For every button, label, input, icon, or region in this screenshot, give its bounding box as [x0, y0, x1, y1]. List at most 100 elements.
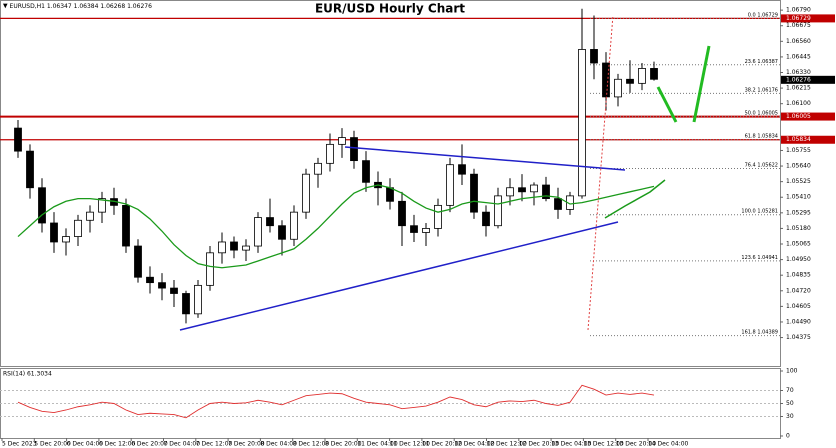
fib-label: 100.0 1.05281 — [741, 208, 778, 214]
candle-body — [326, 143, 334, 164]
symbol: EURUSD,H1 — [10, 3, 46, 10]
fib-ratio: 76.4 — [745, 162, 756, 168]
candle-body — [554, 198, 562, 210]
candle-body — [290, 211, 298, 240]
fib-price: 1.06176 — [757, 87, 778, 93]
x-tick-label: 12 Dec 20:00 — [519, 441, 560, 448]
x-tick-label: 8 Dec 04:00 — [260, 441, 297, 448]
fib-price: 1.06729 — [757, 12, 778, 18]
x-tick-label: 11 Dec 04:00 — [357, 441, 398, 448]
candle-body — [14, 127, 22, 152]
fib-ratio: 0.0 — [748, 12, 756, 18]
x-tick-label: 8 Dec 20:00 — [325, 441, 362, 448]
candle-body — [302, 173, 310, 213]
candle-body — [38, 187, 46, 224]
y-tick-label: 1.04950 — [786, 256, 811, 263]
candle-body — [194, 284, 202, 315]
candle-body — [266, 217, 274, 227]
candle-body — [338, 137, 346, 145]
rsi-label: RSI(14) 61.3034 — [3, 371, 52, 378]
fib-label: 0.0 1.06729 — [748, 12, 778, 18]
chart-title: EUR/USD Hourly Chart — [315, 2, 465, 16]
fib-ratio: 61.8 — [745, 133, 756, 139]
y-tick-label: 1.05295 — [786, 209, 811, 216]
arrow — [692, 45, 711, 123]
fib-ratio: 50.0 — [745, 110, 756, 116]
fib-ratio: 38.2 — [745, 87, 756, 93]
candle-body — [314, 162, 322, 175]
candle-body — [170, 287, 178, 294]
y-tick-label: 1.06330 — [786, 69, 811, 76]
candle-body — [482, 211, 490, 227]
candle-body — [62, 236, 70, 243]
x-tick-label: 7 Dec 12:00 — [196, 441, 233, 448]
x-tick-label: 12 Dec 04:00 — [454, 441, 495, 448]
candle-body — [650, 68, 658, 80]
fib-ratio: 161.8 — [741, 329, 755, 335]
fib-label: 38.2 1.06176 — [745, 87, 778, 93]
y-tick-label: 1.06100 — [786, 100, 811, 107]
candle-body — [242, 245, 250, 251]
y-tick-label: 1.05410 — [786, 194, 811, 201]
candle-body — [410, 225, 418, 233]
y-tick-label: 1.06445 — [786, 53, 811, 60]
y-tick-label: 1.06560 — [786, 38, 811, 45]
x-tick-label: 7 Dec 20:00 — [228, 441, 265, 448]
candle-body — [206, 252, 214, 286]
candle-body — [494, 195, 502, 227]
trendline — [179, 221, 619, 331]
y-tick-label: 1.04605 — [786, 303, 811, 310]
candle-body — [470, 173, 478, 213]
level-label-box — [781, 135, 835, 144]
arrow — [656, 86, 678, 123]
rsi-tick-label: 100 — [786, 368, 798, 375]
rsi-panel — [0, 368, 781, 439]
y-tick-label: 1.06675 — [786, 22, 811, 29]
candle-body — [50, 222, 58, 243]
y-tick-label: 1.04720 — [786, 287, 811, 294]
candle-body — [506, 187, 514, 197]
x-tick-label: 8 Dec 12:00 — [293, 441, 330, 448]
candle-body — [218, 241, 226, 254]
candle-body — [602, 62, 610, 98]
y-tick-label: 1.05180 — [786, 225, 811, 232]
ohlc: 1.06276 — [127, 3, 152, 10]
fib-price: 1.05622 — [757, 162, 778, 168]
candle-body — [98, 198, 106, 213]
rsi-tick-label: 70 — [786, 387, 794, 394]
y-tick-label: 1.04835 — [786, 272, 811, 279]
fib-label: 76.4 1.05622 — [745, 162, 778, 168]
candle-body — [254, 217, 262, 247]
rsi-tick-label: 30 — [786, 413, 794, 420]
level-label: 1.05834 — [786, 136, 811, 143]
fib-label: 123.6 1.04941 — [741, 254, 778, 260]
trendline — [344, 146, 626, 171]
candle-body — [590, 49, 598, 64]
candle-body — [86, 211, 94, 221]
ohlc: 1.06384 — [74, 3, 99, 10]
candle-body — [350, 137, 358, 162]
candle-body — [146, 276, 154, 284]
current-price: 1.06276 — [786, 76, 811, 83]
candle-body — [278, 225, 286, 240]
y-tick-label: 1.06790 — [786, 7, 811, 14]
y-tick-label: 1.04375 — [786, 334, 811, 341]
rsi-tick-label: 0 — [786, 433, 790, 440]
ohlc: 1.06347 — [47, 3, 72, 10]
x-tick-label: 13 Dec 12:00 — [583, 441, 624, 448]
x-tick-label: 14 Dec 04:00 — [648, 441, 689, 448]
x-tick-label: 6 Dec 20:00 — [131, 441, 168, 448]
fib-label: 61.8 1.05834 — [745, 133, 778, 139]
candle-body — [578, 49, 586, 197]
fib-ratio: 100.0 — [741, 208, 755, 214]
candle-body — [626, 78, 634, 84]
x-tick-label: 7 Dec 04:00 — [164, 441, 201, 448]
rsi-tick-label: 50 — [786, 400, 794, 407]
candle-body — [542, 184, 550, 199]
candle-body — [518, 187, 526, 193]
y-tick-label: 1.04490 — [786, 318, 811, 325]
x-tick-label: 13 Dec 20:00 — [616, 441, 657, 448]
candle-body — [386, 187, 394, 202]
